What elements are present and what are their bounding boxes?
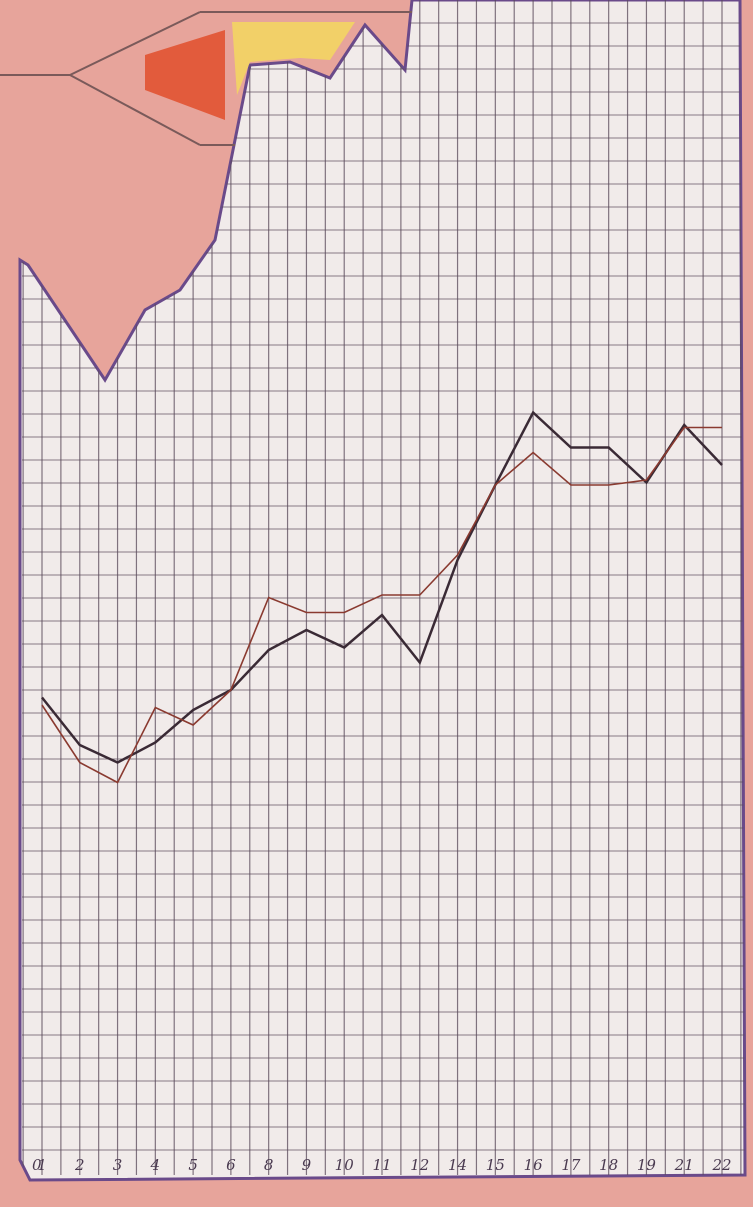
x-tick-label: 5: [188, 1156, 198, 1174]
plot: 1 2 3 4 5 6 8 9 10 11 12 14 15 16 17 18 19 21 22: [37, 410, 732, 1174]
data-line: [41, 410, 723, 764]
x-tick-label: 10: [335, 1156, 355, 1174]
origin-label: 0: [32, 1156, 42, 1174]
x-tick-label: 12: [410, 1156, 429, 1174]
x-tick-label: 2: [74, 1156, 85, 1174]
x-tick-label: 16: [524, 1156, 544, 1174]
x-tick-label: 9: [302, 1156, 312, 1174]
x-tick-label: 17: [561, 1156, 581, 1174]
x-tick-label: 1: [37, 1156, 47, 1174]
x-tick-label: 22: [711, 1156, 731, 1174]
x-tick-label: 4: [150, 1156, 161, 1174]
x-tick-label: 11: [372, 1156, 391, 1174]
x-tick-label: 6: [226, 1156, 236, 1174]
x-tick-label: 8: [264, 1156, 274, 1174]
x-tick-label: 15: [486, 1156, 505, 1174]
x-tick-label: 3: [113, 1156, 123, 1174]
header-decoration: [0, 11, 412, 146]
data-line: [41, 426, 722, 784]
x-tick-label: 21: [674, 1156, 694, 1174]
x-tick-label: 19: [637, 1156, 657, 1174]
x-tick-label: 14: [448, 1156, 467, 1174]
x-tick-label: 18: [599, 1156, 618, 1174]
grid: [22, 0, 745, 1175]
